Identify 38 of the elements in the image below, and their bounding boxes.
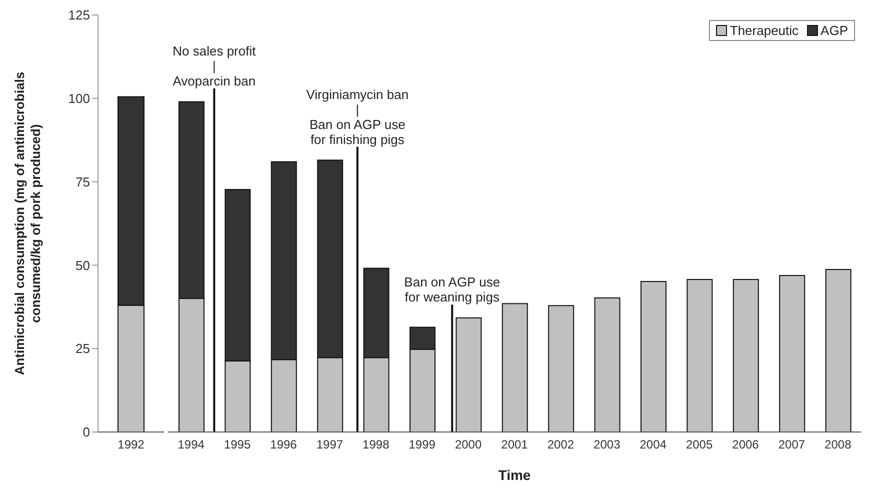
x-tick-label: 2003	[594, 438, 621, 452]
x-tick-label: 1997	[316, 438, 344, 452]
x-tick-label: 2004	[640, 438, 667, 452]
bar	[825, 269, 852, 432]
x-axis-title: Time	[498, 467, 531, 483]
y-tick-label: 125	[68, 8, 90, 23]
x-tick-label: 2000	[454, 438, 482, 452]
y-tick-label: 25	[76, 341, 90, 356]
x-tick-label: 1992	[118, 438, 145, 452]
bar	[456, 317, 482, 432]
ref-line-label: Virginiamycin ban | Ban on AGP use for finishing pigs	[306, 86, 409, 147]
ref-line-label: No sales profit | Avoparcin ban	[172, 43, 256, 88]
y-tick-label: 0	[82, 424, 90, 440]
bar	[779, 275, 806, 432]
bar	[732, 279, 759, 432]
ref-line-label: Ban on AGP use for weaning pigs	[404, 274, 500, 305]
bar	[686, 279, 713, 432]
x-tick-label: 2008	[824, 438, 852, 452]
x-tick-label: 1998	[362, 438, 390, 452]
y-tick-label: 75	[76, 174, 90, 190]
legend-label: Therapeutic	[728, 23, 799, 38]
y-tick-label: 50	[76, 258, 90, 273]
x-tick-label: 1999	[408, 438, 436, 452]
x-tick-label: 2005	[686, 438, 713, 452]
y-axis-title: Antimicrobial consumption (mg of antimicrobials consumed/kg of pork produced)	[12, 72, 43, 376]
y-tick-label: 100	[68, 91, 90, 106]
x-tick-label: 1995	[224, 438, 251, 452]
bar	[502, 303, 528, 432]
x-tick-label: 2001	[501, 438, 528, 452]
x-tick-label: 2002	[547, 438, 574, 452]
x-tick-label: 2007	[778, 438, 806, 452]
x-tick-label: 2006	[732, 438, 760, 452]
legend-label: AGP	[820, 23, 848, 38]
x-tick-label: 1996	[270, 438, 298, 452]
x-tick-label: 1994	[178, 438, 205, 452]
bar	[640, 281, 666, 432]
bar	[548, 305, 574, 432]
bar	[594, 297, 620, 432]
